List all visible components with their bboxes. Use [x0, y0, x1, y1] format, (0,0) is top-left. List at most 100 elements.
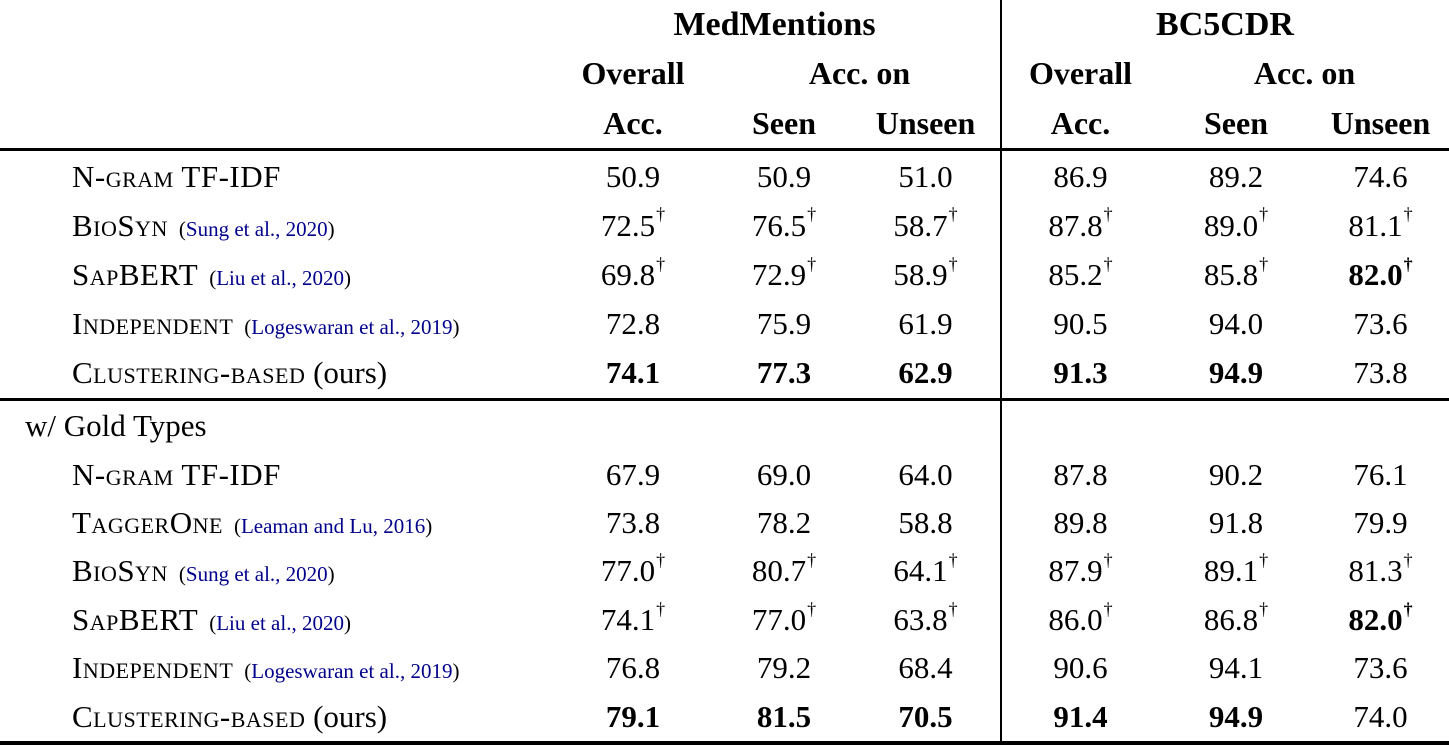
- dagger-mark: †: [656, 204, 666, 225]
- dagger-mark: †: [807, 550, 817, 571]
- citation: (Logeswaran et al., 2019): [244, 659, 459, 683]
- score-cell: 81.1†: [1312, 205, 1449, 244]
- method-name: BioSyn: [72, 553, 168, 589]
- paren-close: ): [327, 562, 335, 587]
- method-name: N-gram TF-IDF: [72, 158, 281, 194]
- results-section-gold-types: w/ Gold Types N-gram TF-IDF 67.9 69.0 64.0 87…: [0, 402, 1449, 741]
- subheader-row-2: Acc. Seen Unseen Acc. Seen Unseen: [0, 99, 1449, 148]
- score-cell: 62.9: [850, 355, 1001, 391]
- score-value: 50.9: [605, 158, 661, 194]
- score-value: 87.8: [1048, 207, 1103, 243]
- score-value: 82.0: [1348, 257, 1403, 292]
- citation: (Sung et al., 2020): [179, 217, 335, 241]
- score-cell: 72.9†: [718, 253, 850, 293]
- score-value: 51.0: [898, 158, 953, 194]
- score-cell: 69.8†: [548, 253, 718, 293]
- citation-text: Logeswaran et al., 2019: [251, 315, 453, 340]
- score-value: 69.8: [600, 257, 656, 292]
- score-value: 79.2: [756, 650, 812, 686]
- score-cell: 61.9: [850, 306, 1001, 342]
- col-header-acc-on: Acc. on: [808, 55, 911, 92]
- score-value: 82.0: [1348, 601, 1403, 637]
- score-value: 85.2: [1048, 257, 1103, 292]
- score-cell: 76.8: [548, 650, 718, 686]
- citation: (Sung et al., 2020): [179, 562, 335, 586]
- score-value: 64.0: [898, 456, 953, 492]
- section-divider-rule: [0, 398, 1449, 401]
- score-cell: 74.6: [1312, 159, 1449, 195]
- score-value: 68.4: [898, 650, 953, 686]
- method-name: Clustering-based: [72, 698, 306, 734]
- col-header-unseen: Unseen: [1330, 104, 1431, 141]
- score-cell: 76.1: [1312, 457, 1449, 493]
- citation-text: Logeswaran et al., 2019: [251, 659, 453, 684]
- method-cell: SapBERT (Liu et al., 2020): [0, 257, 548, 293]
- citation-text: Liu et al., 2020: [216, 610, 344, 635]
- score-cell: 67.9: [548, 457, 718, 493]
- dagger-mark: †: [807, 253, 817, 274]
- score-value: 81.5: [756, 698, 812, 734]
- method-suffix: (ours): [305, 355, 388, 391]
- col-header-unseen: Unseen: [875, 104, 976, 141]
- score-cell: 77.3: [718, 355, 850, 391]
- dagger-mark: †: [1259, 550, 1269, 571]
- score-cell: 80.7†: [718, 550, 850, 589]
- score-value: 64.1: [893, 553, 948, 589]
- col-header-seen: Seen: [1204, 104, 1268, 141]
- method-cell: BioSyn (Sung et al., 2020): [0, 208, 548, 244]
- score-cell: 73.6: [1312, 306, 1449, 342]
- score-cell: 69.0: [718, 457, 850, 493]
- dagger-mark: †: [1103, 253, 1113, 274]
- score-value: 75.9: [756, 306, 812, 342]
- paren-open: (: [178, 216, 186, 241]
- col-header-seen: Seen: [752, 104, 816, 141]
- score-cell: 87.8: [1001, 457, 1160, 493]
- paren-close: ): [327, 216, 335, 241]
- score-cell: 94.9: [1160, 699, 1312, 735]
- score-cell: 76.5†: [718, 205, 850, 244]
- score-value: 62.9: [898, 355, 953, 391]
- score-value: 94.0: [1208, 306, 1264, 342]
- score-cell: 50.9: [718, 159, 850, 195]
- dagger-mark: †: [807, 598, 817, 619]
- method-suffix: (ours): [305, 698, 388, 734]
- paren-close: ): [343, 610, 351, 635]
- score-value: 74.1: [605, 355, 661, 391]
- col-header-acc: Acc.: [603, 104, 663, 141]
- score-value: 69.0: [756, 456, 812, 492]
- method-name: Independent: [72, 306, 234, 342]
- dagger-mark: †: [807, 204, 817, 225]
- dagger-mark: †: [1103, 550, 1113, 571]
- score-cell: 81.3†: [1312, 551, 1449, 589]
- score-value: 76.5: [751, 207, 807, 243]
- dagger-mark: †: [656, 253, 666, 274]
- score-value: 67.9: [605, 456, 661, 492]
- score-cell: 77.0†: [718, 598, 850, 638]
- paren-open: (: [244, 659, 252, 684]
- score-value: 77.3: [756, 355, 812, 391]
- dagger-mark: †: [1403, 598, 1413, 619]
- score-value: 58.8: [898, 505, 953, 541]
- score-value: 73.8: [1353, 355, 1408, 391]
- score-value: 61.9: [898, 306, 953, 342]
- paren-close: ): [343, 266, 351, 290]
- dagger-mark: †: [1259, 598, 1269, 619]
- method-cell: Independent (Logeswaran et al., 2019): [0, 650, 548, 686]
- score-cell: 94.0: [1160, 306, 1312, 342]
- score-value: 63.8: [893, 601, 948, 637]
- table-row: N-gram TF-IDF 50.9 50.9 51.0 86.9 89.2 74.6: [0, 152, 1449, 201]
- citation-text: Leaman and Lu, 2016: [240, 514, 426, 539]
- citation: (Liu et al., 2020): [209, 611, 351, 635]
- score-cell: 79.2: [718, 650, 850, 686]
- score-value: 76.1: [1353, 456, 1408, 492]
- method-cell: N-gram TF-IDF: [0, 457, 548, 493]
- method-cell: Independent (Logeswaran et al., 2019): [0, 306, 548, 342]
- score-value: 74.0: [1353, 698, 1408, 734]
- score-value: 79.1: [605, 698, 661, 734]
- score-value: 91.3: [1053, 355, 1108, 391]
- score-value: 94.9: [1208, 355, 1264, 391]
- method-cell: BioSyn (Sung et al., 2020): [0, 553, 548, 589]
- table-row: N-gram TF-IDF 67.9 69.0 64.0 87.8 90.2 76.1: [0, 450, 1449, 498]
- score-value: 90.5: [1053, 306, 1108, 342]
- score-cell: 73.8: [548, 505, 718, 541]
